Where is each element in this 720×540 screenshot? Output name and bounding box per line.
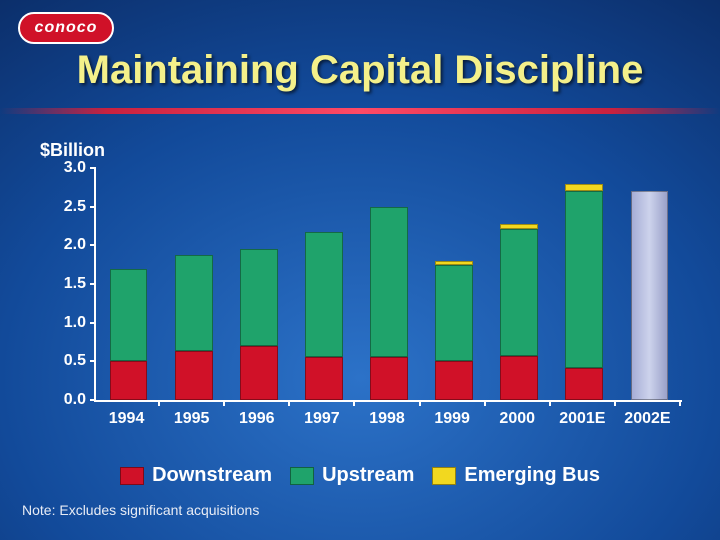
x-tick-mark [288, 400, 290, 406]
y-tick-mark [90, 322, 96, 324]
bar [370, 207, 408, 400]
legend-label: Upstream [322, 464, 414, 487]
legend-item-upstream: Upstream [290, 464, 414, 487]
bar [240, 249, 278, 400]
x-tick-label: 1996 [239, 410, 275, 428]
bar-segment-downstream [305, 357, 343, 400]
bar-segment-downstream [110, 361, 148, 400]
x-tick-mark [679, 400, 681, 406]
plot-area [94, 168, 682, 402]
bar-segment-upstream [370, 207, 408, 358]
x-tick-mark [419, 400, 421, 406]
x-tick-mark [158, 400, 160, 406]
bar-segment-downstream [500, 356, 538, 400]
bar [631, 191, 669, 400]
bar-segment-downstream [435, 361, 473, 400]
x-tick-label: 2001E [559, 410, 605, 428]
y-axis-label: $Billion [40, 140, 105, 161]
x-tick-mark [353, 400, 355, 406]
bar-segment-downstream [240, 346, 278, 400]
bar [305, 232, 343, 400]
y-tick-label: 0.0 [64, 391, 86, 409]
x-tick-label: 2002E [624, 410, 670, 428]
y-tick-label: 1.5 [64, 275, 86, 293]
y-tick-mark [90, 399, 96, 401]
bar-segment-emerging [565, 184, 603, 192]
y-tick-label: 2.0 [64, 236, 86, 254]
bar-segment-downstream [370, 357, 408, 400]
bar-segment-upstream [240, 249, 278, 346]
y-tick-mark [90, 167, 96, 169]
bar [565, 184, 603, 401]
legend-label: Downstream [152, 464, 272, 487]
x-tick-label: 1995 [174, 410, 210, 428]
bar-segment-upstream [305, 232, 343, 357]
page-title: Maintaining Capital Discipline [0, 48, 720, 93]
bar-segment-upstream [500, 229, 538, 356]
bar-segment-upstream [565, 191, 603, 367]
x-tick-label: 2000 [499, 410, 535, 428]
bar [500, 224, 538, 400]
x-tick-label: 1997 [304, 410, 340, 428]
bar-segment-upstream [175, 255, 213, 352]
y-tick-mark [90, 283, 96, 285]
legend-swatch [432, 467, 456, 485]
footnote: Note: Excludes significant acquisitions [22, 502, 259, 518]
y-tick-mark [90, 206, 96, 208]
x-tick-label: 1998 [369, 410, 405, 428]
capital-bar-chart: 0.00.51.01.52.02.53.01994199519961997199… [40, 168, 680, 420]
y-tick-label: 0.5 [64, 352, 86, 370]
y-tick-mark [90, 244, 96, 246]
bar [110, 269, 148, 400]
y-tick-label: 2.5 [64, 198, 86, 216]
bar-segment-downstream [565, 368, 603, 400]
x-tick-label: 1994 [109, 410, 145, 428]
brand-logo: conoco [18, 12, 114, 44]
y-tick-mark [90, 360, 96, 362]
y-tick-label: 3.0 [64, 159, 86, 177]
bar-segment-placeholder [631, 191, 669, 400]
chart-legend: Downstream Upstream Emerging Bus [0, 464, 720, 487]
legend-label: Emerging Bus [464, 464, 600, 487]
x-tick-label: 1999 [434, 410, 470, 428]
bar-segment-downstream [175, 351, 213, 400]
bar-segment-upstream [110, 269, 148, 362]
bar [435, 261, 473, 400]
x-tick-mark [549, 400, 551, 406]
divider-line [0, 108, 720, 114]
legend-item-downstream: Downstream [120, 464, 272, 487]
x-tick-mark [223, 400, 225, 406]
legend-swatch [290, 467, 314, 485]
y-tick-label: 1.0 [64, 314, 86, 332]
bar [175, 255, 213, 400]
x-tick-mark [614, 400, 616, 406]
legend-swatch [120, 467, 144, 485]
legend-item-emerging: Emerging Bus [432, 464, 600, 487]
x-tick-mark [484, 400, 486, 406]
bar-segment-upstream [435, 265, 473, 362]
